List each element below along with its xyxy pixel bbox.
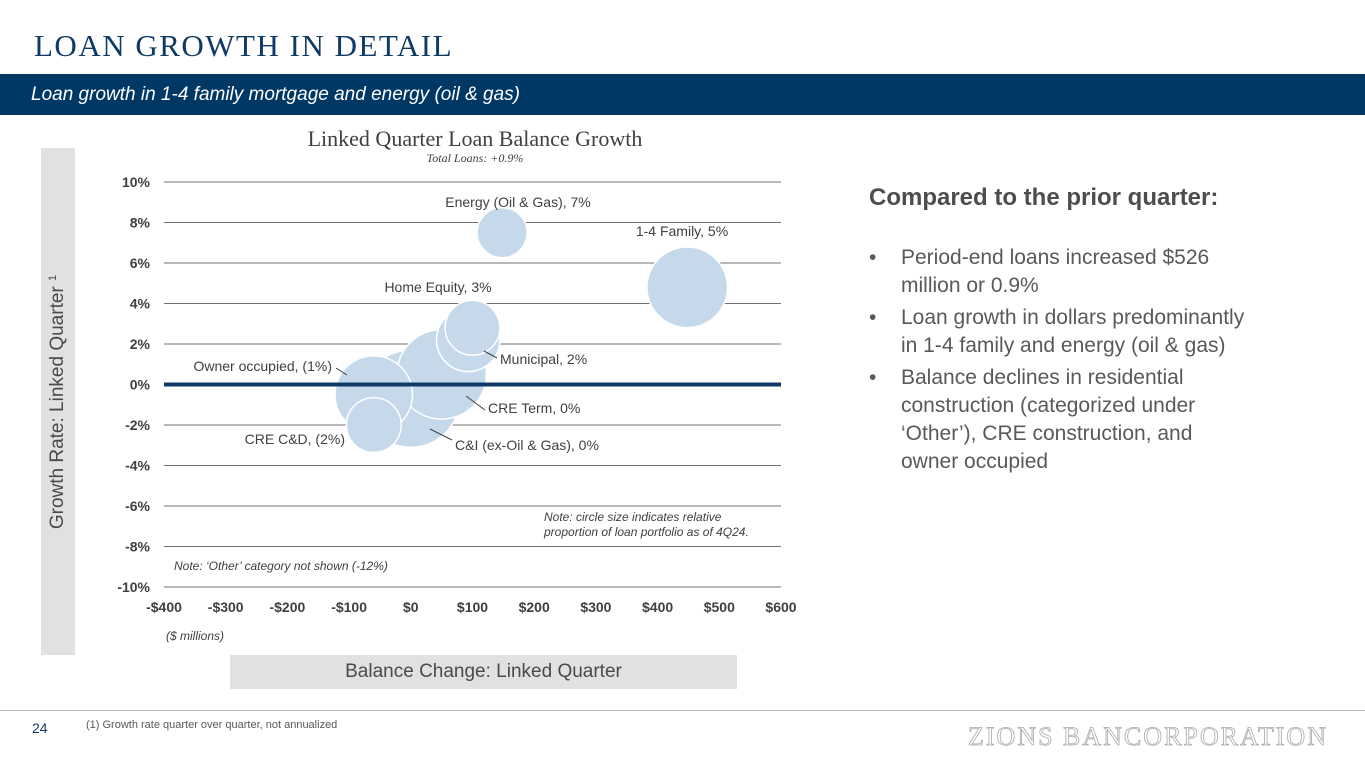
note-other-category: Note: ‘Other’ category not shown (-12%) xyxy=(174,559,388,573)
company-logo: ZIONS BANCORPORATION xyxy=(968,722,1328,752)
x-tick-label: -$100 xyxy=(331,599,367,615)
bubble-7 xyxy=(646,246,729,329)
y-tick-label: 10% xyxy=(122,174,151,190)
leader-line-4 xyxy=(483,350,498,359)
x-tick-label: $200 xyxy=(519,599,550,615)
point-label-0: C&I (ex-Oil & Gas), 0% xyxy=(455,437,599,453)
slide-title: LOAN GROWTH IN DETAIL xyxy=(34,28,454,63)
note-circle-size-line2: proportion of loan portfolio as of 4Q24. xyxy=(543,525,749,539)
footer-divider xyxy=(0,710,1365,711)
x-tick-label: $400 xyxy=(642,599,673,615)
bubble-5 xyxy=(345,396,402,454)
y-tick-label: 6% xyxy=(130,255,151,271)
x-tick-label: -$300 xyxy=(208,599,244,615)
bullet-item: • Balance declines in residential constru… xyxy=(869,366,1196,473)
y-tick-label: -4% xyxy=(125,458,150,474)
page-number: 24 xyxy=(32,720,48,736)
y-tick-label: 0% xyxy=(130,377,151,393)
x-tick-label: $0 xyxy=(403,599,419,615)
x-tick-label: $100 xyxy=(457,599,488,615)
point-label-6: Energy (Oil & Gas), 7% xyxy=(445,194,591,210)
x-tick-label: $300 xyxy=(580,599,611,615)
point-label-2: Owner occupied, (1%) xyxy=(193,358,332,374)
note-circle-size-line1: Note: circle size indicates relative xyxy=(544,510,722,524)
x-tick-label: $500 xyxy=(704,599,735,615)
y-tick-label: 2% xyxy=(130,336,151,352)
x-tick-label: -$400 xyxy=(146,599,182,615)
point-label-5: CRE C&D, (2%) xyxy=(245,431,345,447)
y-tick-label: -10% xyxy=(117,579,150,595)
leader-line-1 xyxy=(465,395,486,411)
point-label-4: Municipal, 2% xyxy=(500,351,587,367)
leader-line-0 xyxy=(429,428,453,441)
footnote: (1) Growth rate quarter over quarter, no… xyxy=(86,719,338,731)
y-tick-label: 4% xyxy=(130,296,151,312)
chart-title: Linked Quarter Loan Balance Growth xyxy=(308,126,643,151)
bubble-3 xyxy=(444,299,501,356)
point-label-7: 1-4 Family, 5% xyxy=(636,223,728,239)
y-axis-label-bar xyxy=(41,148,75,655)
chart-subtitle: Total Loans: +0.9% xyxy=(427,151,524,165)
x-axis-label-bar: Balance Change: Linked Quarter xyxy=(230,655,737,689)
x-tick-label: -$200 xyxy=(269,599,305,615)
subtitle-banner: Loan growth in 1-4 family mortgage and e… xyxy=(0,74,1365,115)
point-label-1: CRE Term, 0% xyxy=(488,400,580,416)
banner-text: Loan growth in 1-4 family mortgage and e… xyxy=(31,84,520,105)
x-tick-label: $600 xyxy=(765,599,796,615)
bullet-item: • Period-end loans increased $526 million… xyxy=(869,246,1210,297)
bullet-marker: • xyxy=(869,366,877,389)
bullet-marker: • xyxy=(869,246,877,269)
y-tick-label: -2% xyxy=(125,417,150,433)
sidebar-bullet-list: • Period-end loans increased $526 million… xyxy=(869,244,1249,480)
y-tick-label: -8% xyxy=(125,539,150,555)
bubble-6 xyxy=(476,206,528,259)
x-axis-label: Balance Change: Linked Quarter xyxy=(345,661,622,682)
bullet-marker: • xyxy=(869,306,877,329)
y-tick-label: 8% xyxy=(130,215,151,231)
y-tick-label: -6% xyxy=(125,498,150,514)
bullet-item: • Loan growth in dollars predominantly in… xyxy=(869,306,1245,357)
x-unit-label: ($ millions) xyxy=(166,629,224,643)
point-label-3: Home Equity, 3% xyxy=(384,279,491,295)
sidebar-heading: Compared to the prior quarter: xyxy=(869,184,1219,211)
leader-line-2 xyxy=(335,367,348,376)
